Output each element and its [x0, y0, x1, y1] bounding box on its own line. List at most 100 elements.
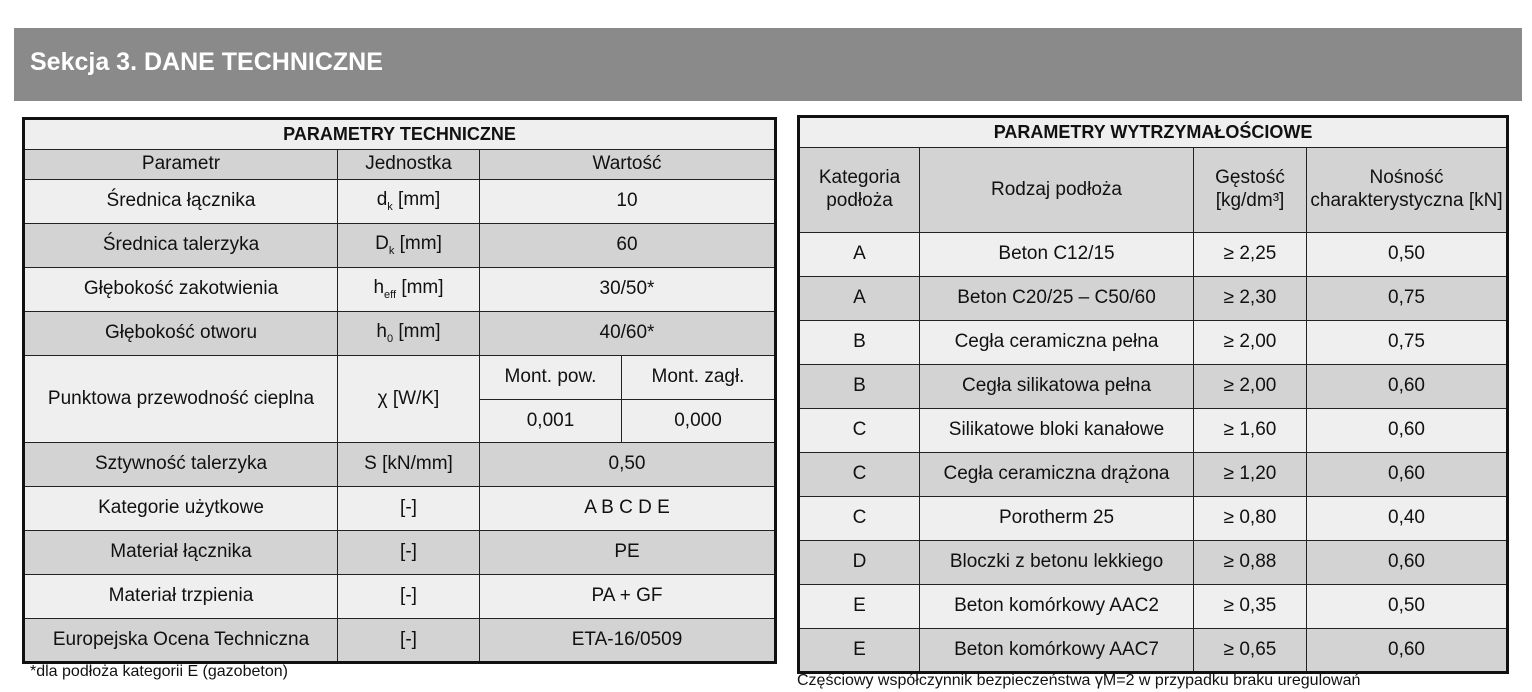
unit-cell: Dk [mm]	[337, 223, 480, 268]
section-header: Sekcja 3. DANE TECHNICZNE	[14, 28, 1522, 101]
table-cell: Cegła ceramiczna drążona	[919, 452, 1194, 497]
unit-cell: dk [mm]	[337, 179, 480, 224]
table-cell: Głębokość zakotwienia	[23, 267, 338, 312]
table-cell: Sztywność talerzyka	[23, 442, 338, 487]
table-cell: Głębokość otworu	[23, 311, 338, 356]
sub-header: Mont. zagł.	[621, 355, 776, 400]
table-title-row: PARAMETRY TECHNICZNE	[23, 118, 776, 150]
table-row: Średnica talerzyka Dk [mm] 60	[23, 223, 776, 268]
table-cell: Beton C12/15	[919, 232, 1194, 277]
table-cell: ≥ 1,20	[1193, 452, 1307, 497]
table-cell: Bloczki z betonu lekkiego	[919, 540, 1194, 585]
table-cell: 0,60	[1305, 452, 1509, 497]
header-row: Kategoria podłoża Rodzaj podłoża Gęstość […	[798, 147, 1509, 233]
thermal-row: Punktowa przewodność cieplna χ [W/K] Mont.…	[23, 355, 776, 443]
table-cell: Cegła ceramiczna pełna	[919, 320, 1194, 365]
table-row: B Cegła silikatowa pełna ≥ 2,00 0,60	[798, 364, 1509, 409]
unit-part: h	[373, 277, 385, 298]
table-cell: 0,75	[1305, 276, 1509, 321]
table-cell: S [kN/mm]	[337, 442, 480, 487]
table-cell: [-]	[337, 618, 480, 663]
table-cell: PA + GF	[479, 574, 776, 619]
table-cell: ≥ 2,00	[1193, 320, 1307, 365]
tech-footnote: *dla podłoża kategorii E (gazobeton)	[30, 663, 288, 680]
unit-part: eff	[384, 288, 397, 301]
table-cell: 0,40	[1305, 496, 1509, 541]
table-row: A Beton C12/15 ≥ 2,25 0,50	[798, 232, 1509, 277]
table-row: E Beton komórkowy AAC2 ≥ 0,35 0,50	[798, 584, 1509, 629]
table-cell: ≥ 2,30	[1193, 276, 1307, 321]
table-cell: 60	[479, 223, 776, 268]
table-cell: ≥ 2,00	[1193, 364, 1307, 409]
table-row: Głębokość otworu h0 [mm] 40/60*	[23, 311, 776, 356]
table-cell: C	[798, 452, 920, 497]
table-cell: PE	[479, 530, 776, 575]
column-header: Wartość	[479, 149, 776, 180]
table-row: D Bloczki z betonu lekkiego ≥ 0,88 0,60	[798, 540, 1509, 585]
unit-part: [mm]	[392, 189, 441, 210]
table-cell: B	[798, 364, 920, 409]
sub-header: Mont. pow.	[479, 355, 622, 400]
section-title: Sekcja 3. DANE TECHNICZNE	[30, 48, 383, 76]
table-cell: C	[798, 496, 920, 541]
table-row: Materiał trzpienia [-] PA + GF	[23, 574, 776, 619]
table-cell: 0,60	[1305, 540, 1509, 585]
table-cell: [-]	[337, 530, 480, 575]
unit-part: d	[376, 189, 388, 210]
unit-part: D	[375, 233, 389, 254]
table-cell: Materiał trzpienia	[23, 574, 338, 619]
table-row: Średnica łącznika dk [mm] 10	[23, 179, 776, 224]
table-cell: Europejska Ocena Techniczna	[23, 618, 338, 663]
table-cell: ≥ 1,60	[1193, 408, 1307, 453]
unit-part: k	[387, 200, 393, 213]
table-cell: A	[798, 232, 920, 277]
table-row: A Beton C20/25 – C50/60 ≥ 2,30 0,75	[798, 276, 1509, 321]
table-cell: ≥ 0,88	[1193, 540, 1307, 585]
table-cell: 0,60	[1305, 408, 1509, 453]
table-row: Europejska Ocena Techniczna [-] ETA-16/050…	[23, 618, 776, 663]
table-title-row: PARAMETRY WYTRZYMAŁOŚCIOWE	[797, 116, 1509, 148]
table-cell: 0,000	[621, 399, 776, 443]
table-row: C Cegła ceramiczna drążona ≥ 1,20 0,60	[798, 452, 1509, 497]
table-row: Kategorie użytkowe [-] A B C D E	[23, 486, 776, 531]
table-cell: E	[798, 584, 920, 629]
table-row: Materiał łącznika [-] PE	[23, 530, 776, 575]
table-cell: [-]	[337, 486, 480, 531]
table-cell: ≥ 0,35	[1193, 584, 1307, 629]
table-cell: ≥ 0,65	[1193, 628, 1307, 673]
table-cell: Punktowa przewodność cieplna	[23, 355, 338, 443]
table-cell: ETA-16/0509	[479, 618, 776, 663]
table-title: PARAMETRY WYTRZYMAŁOŚCIOWE	[797, 116, 1509, 148]
unit-cell: heff [mm]	[337, 267, 480, 312]
table-cell: 0,50	[479, 442, 776, 487]
table-cell: Średnica łącznika	[23, 179, 338, 224]
unit-part: [mm]	[394, 233, 442, 254]
table-cell: ≥ 0,80	[1193, 496, 1307, 541]
unit-part: k	[388, 244, 395, 257]
table-cell: 40/60*	[479, 311, 776, 356]
column-header: Nośność charakterystyczna [kN]	[1305, 147, 1509, 233]
table-cell: Porotherm 25	[919, 496, 1194, 541]
table-cell: E	[798, 628, 920, 673]
table-row: C Porotherm 25 ≥ 0,80 0,40	[798, 496, 1509, 541]
table-cell: Średnica talerzyka	[23, 223, 338, 268]
table-cell: 0,001	[479, 399, 622, 443]
table-cell: Cegła silikatowa pełna	[919, 364, 1194, 409]
strength-footnote: Częściowy współczynnik bezpieczeństwa γM…	[797, 672, 1361, 689]
table-cell: C	[798, 408, 920, 453]
table-cell: 30/50*	[479, 267, 776, 312]
table-cell: Silikatowe bloki kanałowe	[919, 408, 1194, 453]
table-cell: 0,50	[1305, 232, 1509, 277]
table-row: Głębokość zakotwienia heff [mm] 30/50*	[23, 267, 776, 312]
table-row: C Silikatowe bloki kanałowe ≥ 1,60 0,60	[798, 408, 1509, 453]
table-cell: 0,75	[1305, 320, 1509, 365]
table-row: Sztywność talerzyka S [kN/mm] 0,50	[23, 442, 776, 487]
table-cell: ≥ 2,25	[1193, 232, 1307, 277]
table-cell: D	[798, 540, 920, 585]
unit-part: h	[376, 321, 387, 342]
table-cell: 10	[479, 179, 776, 224]
column-header: Jednostka	[337, 149, 480, 180]
table-cell: Beton komórkowy AAC7	[919, 628, 1194, 673]
column-header: Gęstość [kg/dm³]	[1193, 147, 1307, 233]
table-cell: [-]	[337, 574, 480, 619]
